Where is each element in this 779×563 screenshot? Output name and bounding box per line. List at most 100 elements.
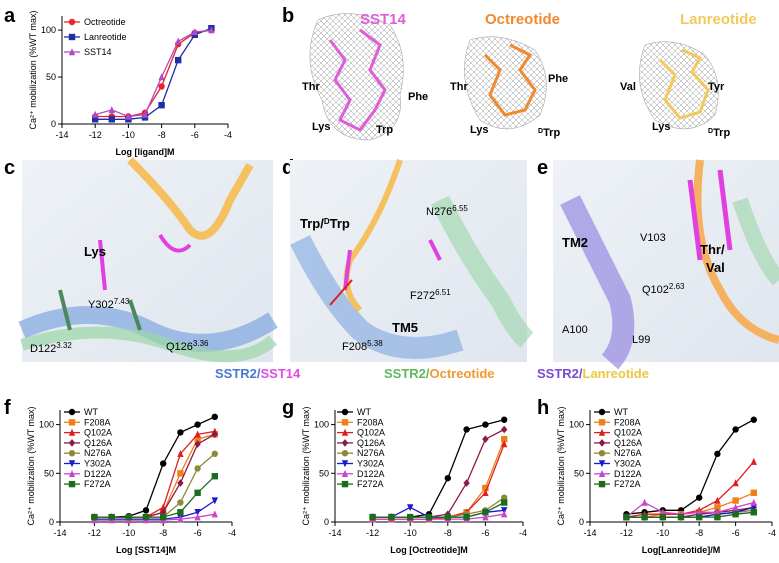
- y-tick-label: 100: [314, 420, 329, 430]
- residue-superscript: 6.55: [452, 204, 468, 213]
- y-axis-label: Ca²⁺ mobilization (%WT max): [28, 10, 38, 129]
- marker: [482, 509, 489, 516]
- x-tick-label: -4: [768, 528, 776, 538]
- residue-label: Q1022.63: [642, 282, 685, 297]
- residue-label: Thr: [450, 81, 468, 93]
- marker: [463, 426, 470, 433]
- marker: [175, 37, 182, 45]
- y-axis-label: Ca²⁺ mobilization (%WT max): [556, 406, 566, 525]
- legend-label: Y302A: [614, 459, 641, 469]
- helix-label: TM5: [392, 320, 418, 335]
- marker: [211, 413, 218, 421]
- marker: [142, 507, 150, 514]
- marker: [482, 488, 489, 496]
- marker: [194, 440, 201, 448]
- marker: [158, 73, 165, 81]
- marker: [177, 515, 184, 523]
- x-tick-label: -10: [656, 528, 669, 538]
- panel-letter: h: [537, 397, 549, 419]
- residue-label: A100: [562, 324, 588, 336]
- marker: [388, 513, 395, 521]
- structure-title: SST14: [360, 11, 407, 28]
- legend-marker: [68, 439, 76, 447]
- legend-label: Y302A: [84, 459, 111, 469]
- residue-superscript: 2.63: [669, 282, 685, 291]
- marker: [623, 513, 630, 521]
- y-tick-label: 0: [51, 119, 56, 129]
- marker: [501, 499, 508, 506]
- legend-label: Q126A: [614, 438, 642, 448]
- legend-marker: [341, 408, 349, 416]
- residue-label: DTrp: [538, 127, 560, 139]
- legend-marker: [341, 439, 349, 447]
- marker: [160, 508, 167, 517]
- residue-label: Lys: [84, 244, 106, 259]
- series-line: [372, 419, 505, 518]
- residue-label: Trp/: [300, 216, 324, 231]
- residue-label: N276: [426, 206, 452, 218]
- marker: [177, 450, 184, 458]
- legend-marker: [598, 408, 606, 416]
- marker: [142, 513, 150, 521]
- x-tick-label: -14: [328, 528, 341, 538]
- marker: [211, 497, 218, 505]
- residue-label: D1223.32: [30, 341, 72, 356]
- legend-label: Q102A: [357, 428, 385, 438]
- panel-letter: e: [537, 157, 548, 179]
- y-axis-label: Ca²⁺ mobilization (%WT max): [301, 406, 311, 525]
- marker: [732, 426, 739, 433]
- marker: [191, 28, 198, 36]
- legend-label: F208A: [357, 417, 384, 427]
- x-axis-label: Log [ligand]M: [116, 147, 175, 157]
- legend-label: Q102A: [614, 428, 642, 438]
- marker: [659, 513, 666, 521]
- legend-label: D122A: [84, 469, 112, 479]
- residue-label: Phe: [548, 73, 568, 85]
- marker: [659, 508, 666, 516]
- marker: [501, 416, 508, 423]
- legend-label: F208A: [614, 417, 641, 427]
- marker: [732, 479, 739, 487]
- residue-label: Lys: [312, 121, 331, 133]
- residue-label: V103: [640, 232, 666, 244]
- y-tick-label: 50: [319, 468, 329, 478]
- legend-marker: [598, 439, 606, 447]
- legend-ligand: SST14: [261, 366, 302, 381]
- marker: [463, 479, 470, 487]
- x-tick-label: -12: [88, 528, 101, 538]
- legend-receptor: SSTR2/: [215, 366, 261, 381]
- x-axis-label: Log [Octreotide]M: [390, 545, 468, 555]
- x-tick-label: -10: [122, 528, 135, 538]
- series-line: [372, 438, 505, 520]
- marker: [175, 56, 182, 64]
- panel-letter: f: [4, 397, 11, 419]
- legend-marker: [341, 470, 349, 477]
- y-tick-label: 50: [44, 468, 54, 478]
- marker: [501, 494, 508, 501]
- legend-marker: [68, 419, 76, 426]
- marker: [211, 450, 218, 458]
- legend-label: N276A: [614, 448, 642, 458]
- marker: [194, 465, 201, 472]
- marker: [750, 509, 757, 516]
- y-tick-label: 100: [41, 25, 56, 35]
- marker: [714, 513, 721, 521]
- x-tick-label: -8: [444, 528, 452, 538]
- y-tick-label: 100: [569, 420, 584, 430]
- residue-label: DTrp: [708, 127, 730, 139]
- marker: [501, 510, 508, 518]
- legend-label: WT: [614, 407, 628, 417]
- marker: [194, 489, 201, 496]
- marker: [501, 436, 508, 443]
- marker: [501, 440, 508, 448]
- marker: [177, 429, 184, 436]
- helix-label: TM2: [562, 235, 588, 250]
- legend-marker: [68, 18, 76, 26]
- y-tick-label: 50: [46, 72, 56, 82]
- legend-marker: [68, 428, 76, 436]
- x-tick-label: -12: [620, 528, 633, 538]
- legend-marker: [598, 428, 606, 436]
- x-tick-label: -8: [695, 528, 703, 538]
- marker: [407, 513, 414, 521]
- legend-marker: [68, 450, 76, 457]
